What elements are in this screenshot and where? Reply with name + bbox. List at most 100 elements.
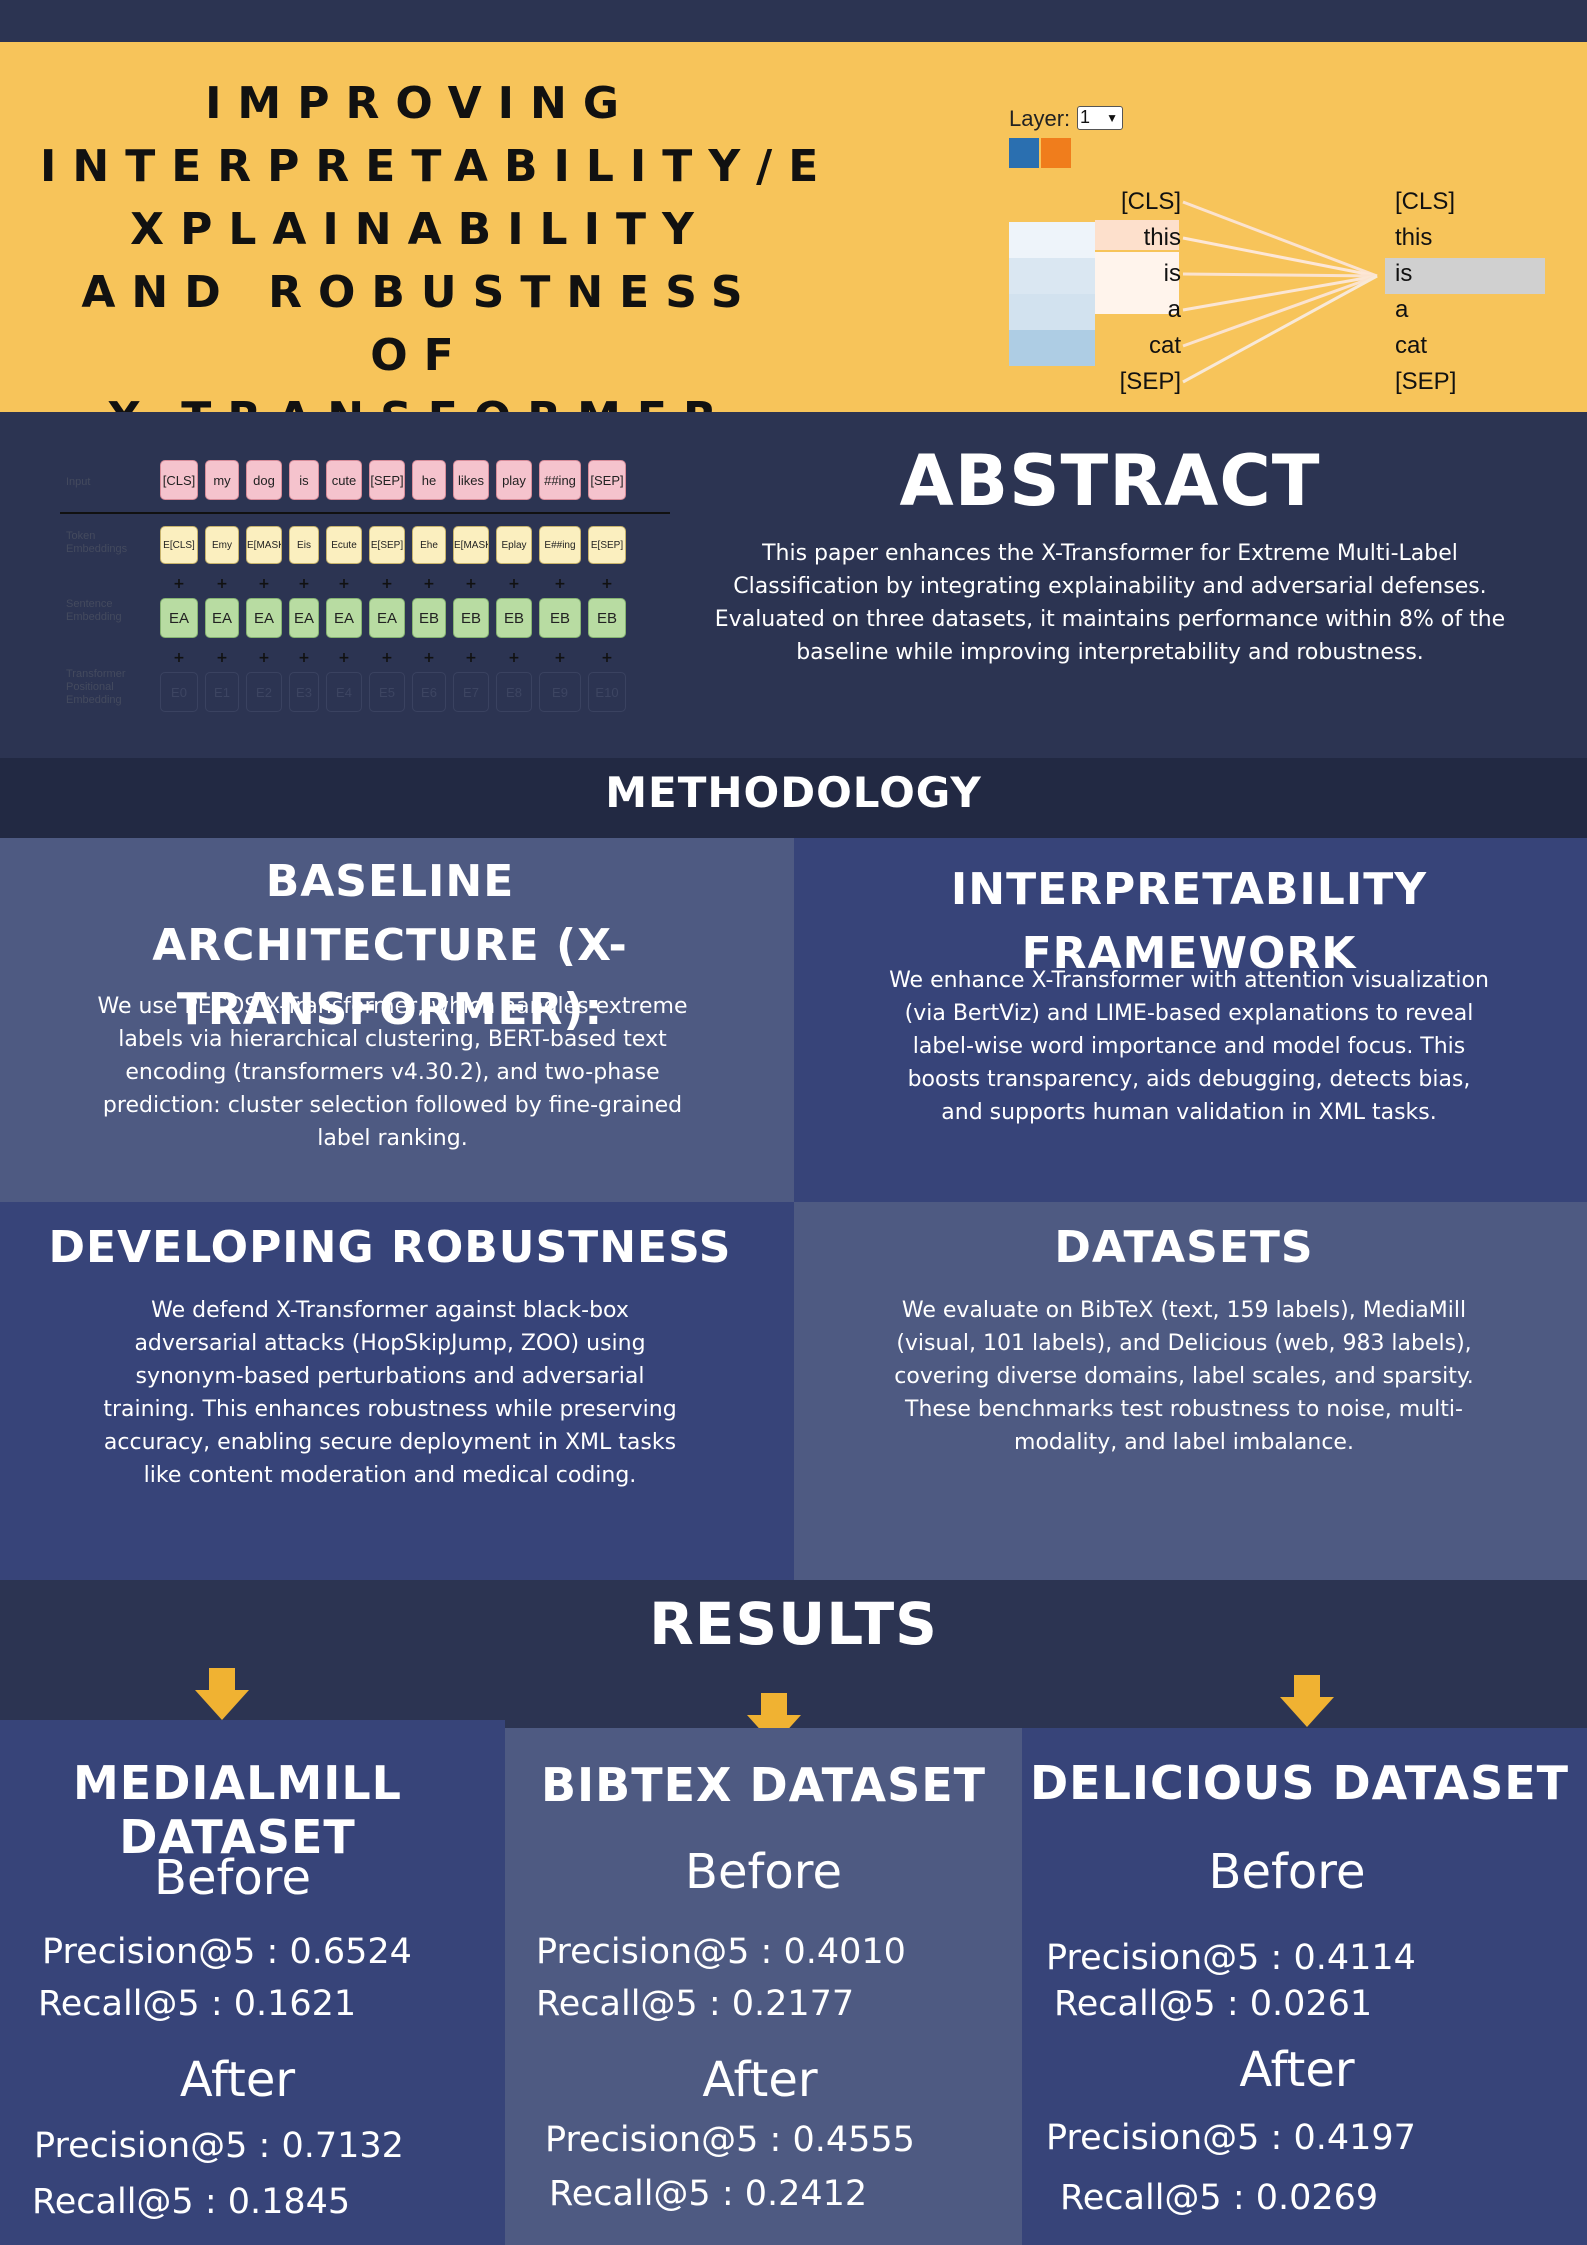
right-token[interactable]: [SEP]: [1395, 368, 1457, 395]
after-label: After: [179, 2052, 296, 2108]
before-label: Before: [154, 1850, 311, 1906]
sentence-embedding: EA: [326, 598, 362, 638]
token-highlight: [1095, 252, 1179, 314]
right-token[interactable]: [CLS]: [1395, 188, 1456, 215]
bert-embedding-figure: Input Token Embeddings Sentence Embeddin…: [60, 440, 680, 730]
positional-embedding: E6: [412, 672, 446, 712]
row-label-sentence: Sentence Embedding: [66, 598, 122, 623]
positional-embedding: E4: [326, 672, 362, 712]
row-label-positional: Transformer Positional Embedding: [66, 668, 126, 706]
sentence-embedding: EA: [246, 598, 282, 638]
panel-heading: DEVELOPING ROBUSTNESS: [48, 1222, 732, 1273]
plus-sign: +: [508, 650, 520, 666]
right-token[interactable]: a: [1395, 296, 1409, 323]
positional-embedding: E9: [539, 672, 581, 712]
layer-select-value: 1: [1080, 107, 1091, 127]
attention-line: [1182, 236, 1378, 278]
input-token: likes: [453, 460, 489, 500]
positional-embedding: E3: [289, 672, 319, 712]
attention-heat-cell: [1009, 294, 1095, 330]
token-embedding: Ecute: [326, 526, 362, 564]
layer-select[interactable]: 1 ▼: [1077, 106, 1123, 130]
token-embedding: E[MASK]: [453, 526, 489, 564]
plus-sign: +: [554, 650, 566, 666]
dataset-heading: BIBTEX DATASET: [540, 1758, 987, 1812]
token-embedding: Ehe: [412, 526, 446, 564]
attention-visualization: Layer: 1 ▼ [CLS] this is a cat [SEP] [: [1005, 62, 1565, 402]
token-embedding: Eis: [289, 526, 319, 564]
positional-embedding: E1: [205, 672, 239, 712]
title-line: AND ROBUSTNESS OF: [81, 267, 759, 381]
left-token[interactable]: [CLS]: [1120, 188, 1181, 215]
sentence-embedding: EB: [588, 598, 626, 638]
plus-sign: +: [465, 650, 477, 666]
before-precision: Precision@5 : 0.4010: [536, 1932, 906, 1972]
datasets-panel: DATASETS We evaluate on BibTeX (text, 15…: [794, 1202, 1587, 1580]
before-precision: Precision@5 : 0.4114: [1046, 1938, 1416, 1978]
plus-sign: +: [216, 650, 228, 666]
title-line: INTERPRETABILITY/E: [40, 141, 835, 192]
title-line: XPLAINABILITY: [130, 204, 710, 255]
plus-sign: +: [508, 576, 520, 592]
panel-heading: INTERPRETABILITY FRAMEWORK: [950, 864, 1428, 979]
plus-sign: +: [381, 650, 393, 666]
attention-head-swatch[interactable]: [1009, 138, 1039, 168]
positional-embedding: E8: [496, 672, 532, 712]
poster-title: IMPROVING INTERPRETABILITY/E XPLAINABILI…: [40, 72, 835, 450]
after-label: After: [1239, 2042, 1355, 2098]
interpretability-framework-panel: INTERPRETABILITY FRAMEWORK We enhance X-…: [794, 838, 1587, 1202]
attention-line: [1182, 200, 1378, 278]
left-token[interactable]: is: [1163, 260, 1181, 287]
token-embedding: E[SEP]: [369, 526, 405, 564]
right-token[interactable]: this: [1395, 224, 1433, 251]
attention-line: [1182, 272, 1378, 278]
positional-embedding: E10: [588, 672, 626, 712]
title-line: IMPROVING: [205, 78, 635, 129]
token-embedding: Emy: [205, 526, 239, 564]
abstract-text: This paper enhances the X-Transformer fo…: [714, 541, 1506, 665]
sentence-embedding: EA: [289, 598, 319, 638]
right-token-selected[interactable]: is: [1385, 258, 1545, 294]
delicious-results-card: DELICIOUS DATASET Before Precision@5 : 0…: [1022, 1728, 1587, 2245]
left-token[interactable]: this: [1143, 224, 1181, 251]
down-arrow-icon: [1280, 1675, 1334, 1727]
panel-text: We use PECOS X-Transformer, which handle…: [97, 994, 688, 1151]
input-token: is: [289, 460, 319, 500]
dataset-heading: MEDIALMILL DATASET: [73, 1756, 402, 1864]
before-precision: Precision@5 : 0.6524: [42, 1932, 412, 1972]
results-title: RESULTS: [649, 1590, 938, 1658]
right-token[interactable]: cat: [1395, 332, 1428, 359]
left-token[interactable]: [SEP]: [1119, 368, 1181, 395]
attention-lines: [1182, 200, 1378, 384]
plus-sign: +: [338, 576, 350, 592]
abstract-title: ABSTRACT: [899, 440, 1321, 522]
attention-line: [1182, 274, 1378, 384]
row-label-token: Token Embeddings: [66, 530, 128, 555]
after-recall: Recall@5 : 0.1845: [32, 2182, 351, 2222]
attention-heat-cell: [1009, 258, 1095, 294]
before-label: Before: [1208, 1844, 1366, 1900]
before-recall: Recall@5 : 0.1621: [38, 1984, 357, 2024]
input-token: he: [412, 460, 446, 500]
dataset-heading: DELICIOUS DATASET: [1029, 1756, 1570, 1810]
plus-sign: +: [258, 650, 270, 666]
input-token: play: [496, 460, 532, 500]
left-token[interactable]: a: [1167, 296, 1181, 323]
input-token: dog: [246, 460, 282, 500]
attention-head-swatch[interactable]: [1041, 138, 1071, 168]
panel-text: We enhance X-Transformer with attention …: [889, 968, 1489, 1125]
sentence-embedding: EA: [160, 598, 198, 638]
plus-sign: +: [173, 576, 185, 592]
panel-heading: DATASETS: [1054, 1222, 1314, 1273]
input-token: my: [205, 460, 239, 500]
sentence-embedding: EA: [369, 598, 405, 638]
attention-heat-cell: [1009, 330, 1095, 366]
attention-heat-cell: [1009, 222, 1095, 258]
sentence-embedding: EA: [205, 598, 239, 638]
plus-sign: +: [258, 576, 270, 592]
left-token[interactable]: cat: [1148, 332, 1181, 359]
plus-sign: +: [601, 650, 613, 666]
mediamill-results-card: MEDIALMILL DATASET Before Precision@5 : …: [0, 1720, 505, 2245]
after-precision: Precision@5 : 0.4197: [1046, 2118, 1416, 2158]
plus-sign: +: [338, 650, 350, 666]
